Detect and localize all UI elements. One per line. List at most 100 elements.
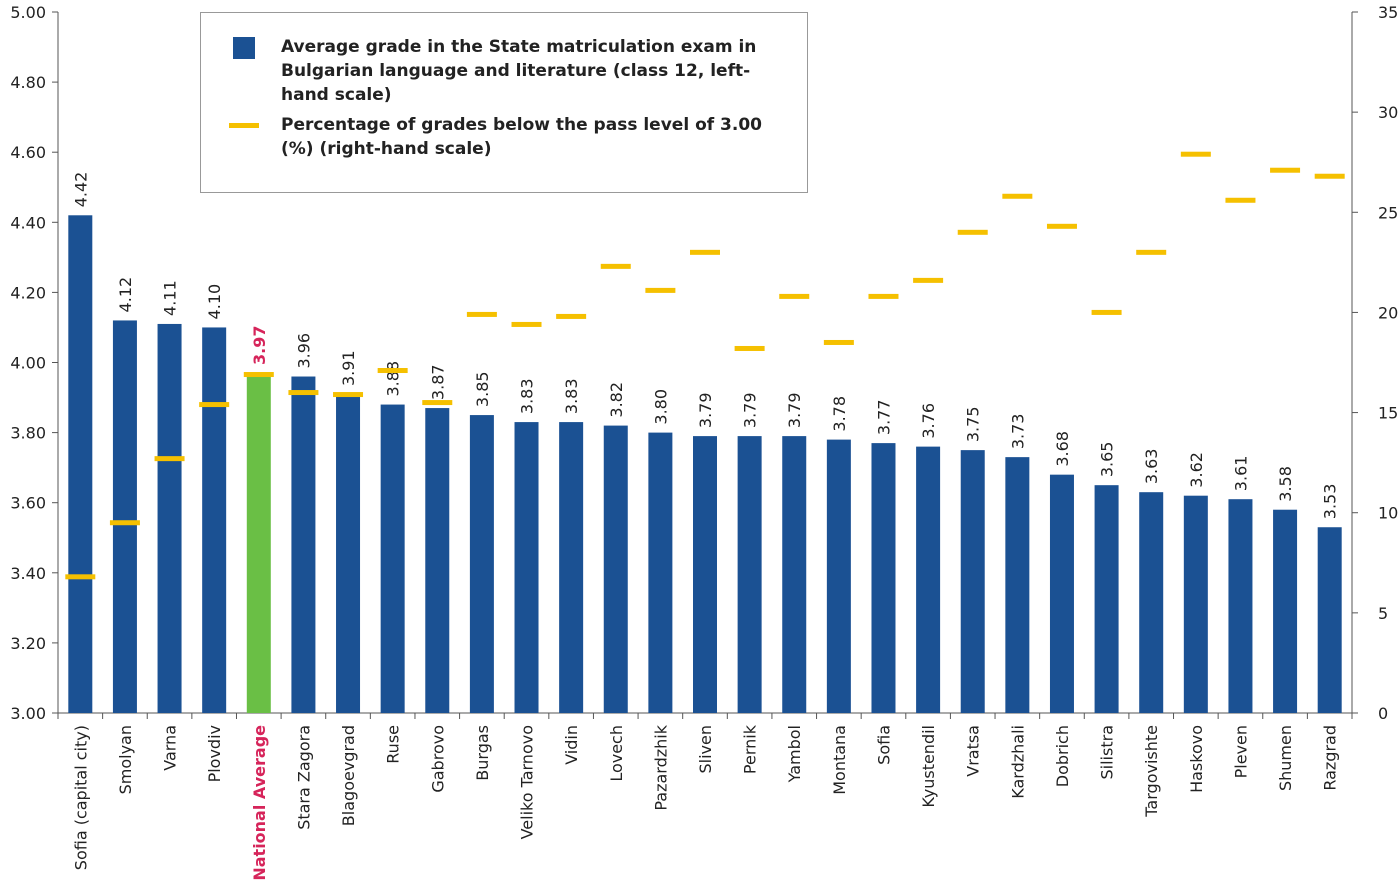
marker: [1270, 167, 1301, 173]
y-tick-label: 4.80: [10, 73, 46, 92]
marker: [645, 287, 676, 293]
y-tick-label: 3.60: [10, 494, 46, 513]
value-label: 3.73: [1008, 414, 1027, 450]
value-label: 3.75: [964, 407, 983, 443]
marker: [779, 293, 810, 299]
value-label: 3.79: [696, 392, 715, 428]
x-tick-label: Haskovo: [1187, 725, 1206, 793]
value-label: 3.88: [384, 361, 403, 397]
legend-entry: Average grade in the State matriculation…: [233, 35, 771, 107]
marker: [600, 263, 631, 269]
value-label: 3.58: [1276, 466, 1295, 502]
bar: [1094, 485, 1119, 713]
value-label: 3.62: [1187, 452, 1206, 488]
bar: [469, 415, 494, 713]
bar: [380, 404, 405, 713]
x-tick-label: Vidin: [562, 725, 581, 765]
bar: [112, 320, 137, 713]
value-label: 3.77: [874, 399, 893, 435]
y-tick-label: 4.60: [10, 143, 46, 162]
x-tick-label: Sliven: [696, 725, 715, 774]
marker: [556, 313, 587, 319]
x-tick-label: Veliko Tarnovo: [518, 725, 537, 839]
value-label: 3.79: [741, 392, 760, 428]
x-tick-label: Silistra: [1098, 725, 1117, 779]
y-tick-label: 4.00: [10, 354, 46, 373]
x-tick-label: Varna: [161, 725, 180, 771]
value-label: 3.61: [1231, 456, 1250, 492]
bar: [1228, 499, 1253, 713]
x-tick-label: Dobrich: [1053, 725, 1072, 787]
x-tick-label: Montana: [830, 725, 849, 795]
bar: [425, 408, 450, 713]
marker: [154, 456, 185, 462]
bar: [559, 422, 584, 713]
value-label: 3.85: [473, 371, 492, 407]
bar: [336, 394, 361, 713]
x-tick-label: Pazardzhik: [651, 724, 670, 810]
bar: [291, 376, 316, 713]
bar: [246, 373, 271, 713]
x-tick-label: Kardzhali: [1008, 725, 1027, 799]
bar: [1273, 509, 1298, 713]
value-label: 3.78: [830, 396, 849, 432]
marker: [1180, 151, 1211, 157]
marker: [823, 339, 854, 345]
bar: [1139, 492, 1164, 713]
value-label: 3.91: [339, 350, 358, 386]
y2-tick-label: 15: [1378, 404, 1398, 423]
x-tick-label: Blagoevgrad: [339, 725, 358, 826]
y-tick-label: 5.00: [10, 3, 46, 22]
value-label: 3.76: [919, 403, 938, 439]
value-label: 3.79: [785, 392, 804, 428]
x-tick-label: Gabrovo: [428, 725, 447, 793]
value-label: 3.83: [562, 378, 581, 414]
bar: [871, 443, 896, 713]
marker: [1002, 193, 1033, 199]
y-tick-label: 3.20: [10, 634, 46, 653]
x-tick-label: Pernik: [741, 724, 760, 774]
x-tick-label: Burgas: [473, 725, 492, 781]
marker: [1136, 249, 1167, 255]
marker: [690, 249, 720, 255]
y2-tick-label: 35: [1378, 3, 1398, 22]
marker: [913, 277, 944, 283]
y2-tick-label: 10: [1378, 504, 1398, 523]
marker: [65, 574, 96, 580]
legend-swatch: [229, 123, 259, 128]
bar: [1049, 474, 1074, 713]
marker: [422, 400, 453, 406]
x-tick-label: Sofia: [874, 725, 893, 765]
x-tick-label: Vratsa: [964, 725, 983, 777]
value-label: 4.11: [161, 280, 180, 316]
bar: [157, 323, 182, 713]
bar: [603, 425, 628, 713]
y2-tick-label: 0: [1378, 704, 1388, 723]
marker: [377, 368, 408, 374]
bar: [514, 422, 539, 713]
marker: [734, 345, 765, 351]
value-label: 3.80: [651, 389, 670, 425]
marker: [868, 293, 899, 299]
value-label: 3.65: [1098, 442, 1117, 478]
x-tick-label: Yambol: [785, 725, 804, 783]
value-label: 3.63: [1142, 449, 1161, 485]
x-tick-label: Shumen: [1276, 725, 1295, 791]
marker: [1225, 197, 1256, 203]
y-tick-label: 4.40: [10, 213, 46, 232]
legend-label: Percentage of grades below the pass leve…: [281, 115, 763, 159]
x-tick-label: Targovishte: [1142, 725, 1161, 818]
marker: [1091, 309, 1122, 315]
y-tick-label: 4.20: [10, 283, 46, 302]
marker: [1314, 173, 1345, 179]
bar: [693, 436, 717, 713]
bar: [1183, 495, 1208, 713]
marker: [1046, 223, 1077, 229]
bar: [202, 327, 227, 713]
value-label: 3.96: [294, 333, 313, 369]
bar: [1317, 527, 1342, 713]
bar: [737, 436, 762, 713]
marker: [288, 390, 319, 396]
